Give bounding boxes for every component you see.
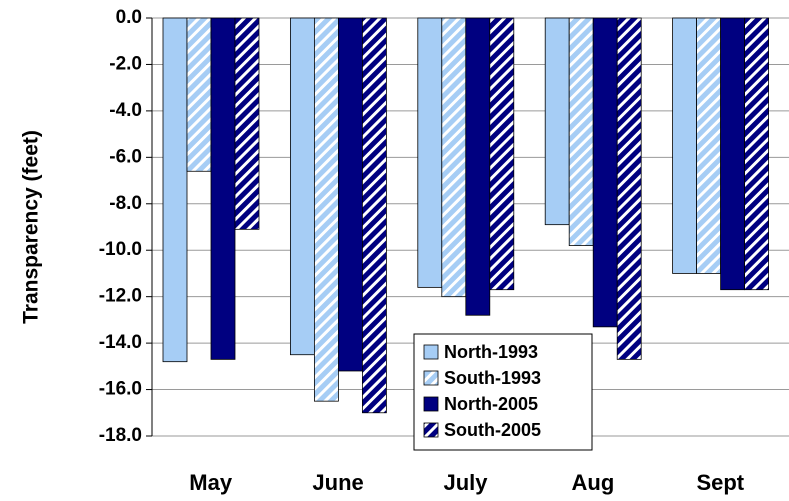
bar: [289, 17, 315, 356]
bar: [361, 17, 387, 414]
legend-swatch: [423, 370, 439, 386]
bar: [337, 17, 363, 372]
y-tick-label: -12.0: [99, 286, 142, 307]
bar: [568, 17, 594, 246]
legend-swatch: [423, 344, 439, 360]
bar: [672, 17, 697, 274]
legend-label: North-1993: [444, 342, 538, 362]
bar: [720, 17, 745, 291]
y-tick-label: -18.0: [99, 425, 142, 446]
bar: [744, 17, 769, 291]
y-axis-title: Transparency (feet): [20, 130, 43, 324]
y-tick-label: -14.0: [99, 332, 142, 353]
bar: [616, 17, 642, 360]
x-tick-label: Aug: [572, 470, 615, 495]
y-tick-label: -6.0: [109, 146, 142, 167]
legend-swatch: [423, 396, 439, 412]
y-tick-label: -8.0: [109, 193, 142, 214]
bar: [234, 17, 260, 230]
bar: [210, 17, 236, 360]
y-tick-label: -4.0: [109, 100, 142, 121]
bar: [417, 17, 443, 288]
x-tick-label: May: [189, 470, 233, 495]
y-tick-label: -16.0: [99, 379, 142, 400]
x-tick-label: Sept: [696, 470, 744, 495]
bar: [489, 17, 515, 291]
legend-swatch: [423, 422, 439, 438]
y-tick-label: 0.0: [116, 7, 142, 28]
x-tick-label: June: [312, 470, 363, 495]
legend-label: North-2005: [444, 394, 538, 414]
x-tick-label: July: [443, 470, 488, 495]
y-tick-label: -2.0: [109, 53, 142, 74]
legend-label: South-2005: [444, 420, 541, 440]
bar: [544, 17, 570, 226]
bar: [592, 17, 618, 328]
bar: [696, 17, 721, 274]
bar: [441, 17, 467, 298]
bar: [313, 17, 339, 402]
y-tick-label: -10.0: [99, 239, 142, 260]
bar: [465, 17, 491, 316]
legend-box: [413, 333, 593, 451]
legend-label: South-1993: [444, 368, 541, 388]
bar: [186, 17, 212, 172]
bar: [162, 17, 188, 363]
